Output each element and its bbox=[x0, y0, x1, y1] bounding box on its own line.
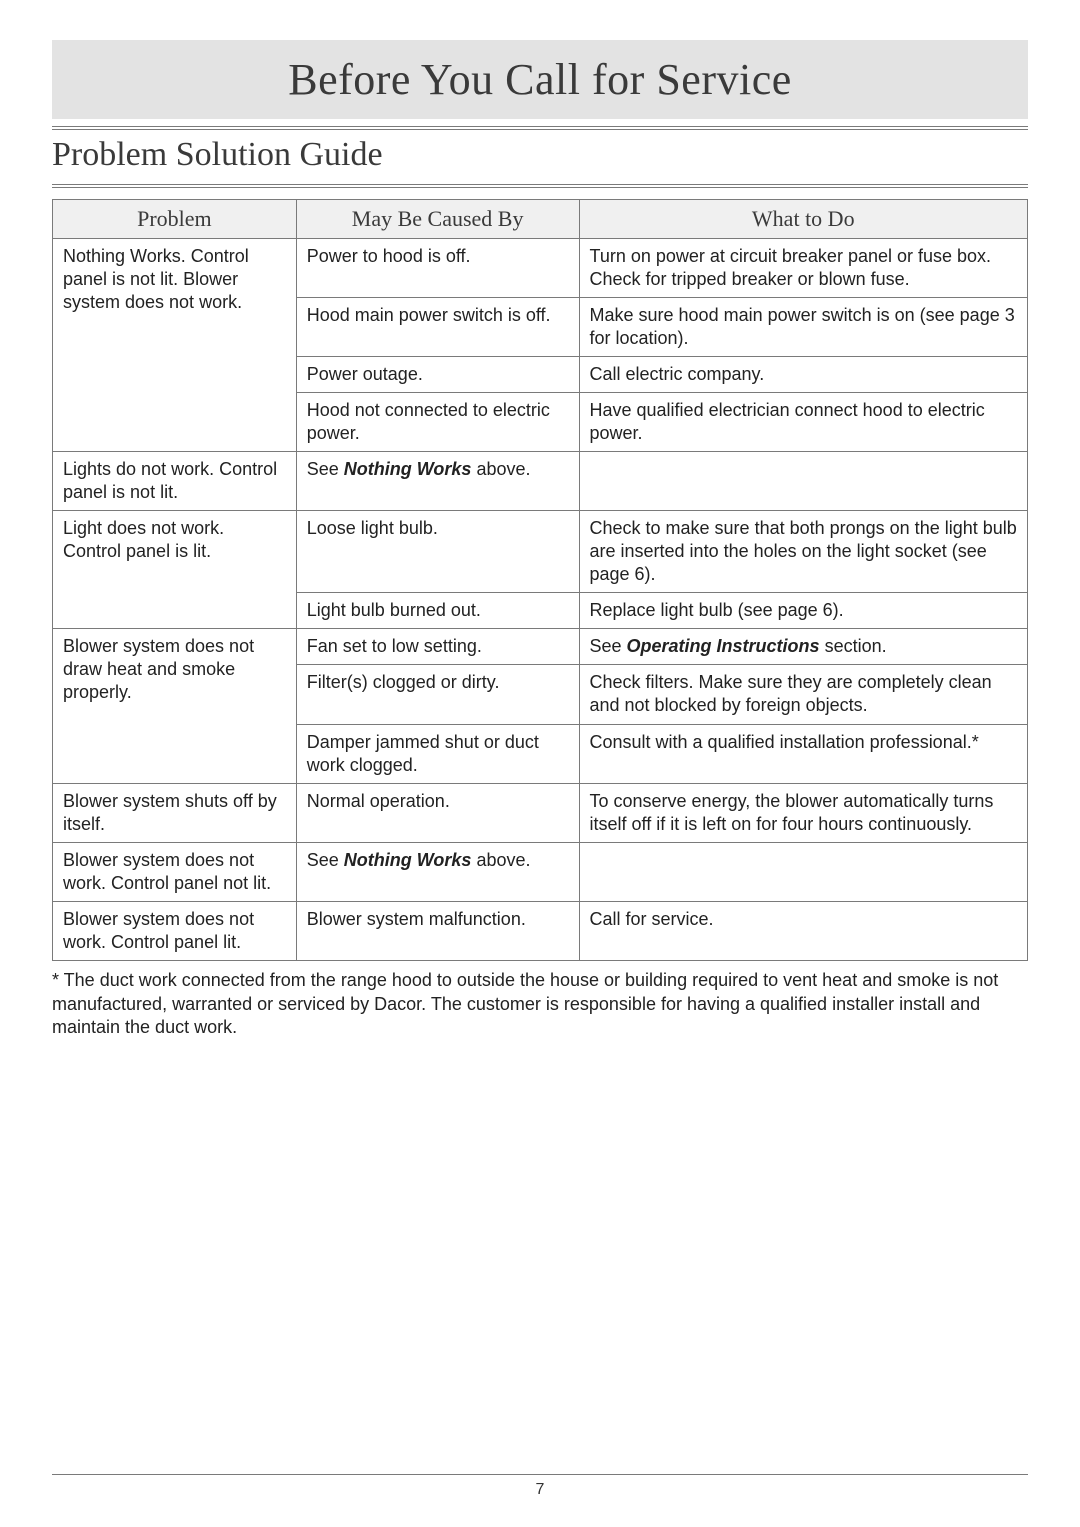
footnote: * The duct work connected from the range… bbox=[52, 969, 1028, 1040]
page-number: 7 bbox=[52, 1474, 1028, 1499]
cell-todo: Call for service. bbox=[579, 901, 1028, 960]
table-row: Light does not work. Control panel is li… bbox=[53, 511, 1028, 593]
cell-todo: See Operating Instructions section. bbox=[579, 629, 1028, 665]
title-bar: Before You Call for Service bbox=[52, 40, 1028, 119]
cell-cause: Power outage. bbox=[296, 357, 579, 393]
table-row: Nothing Works. Control panel is not lit.… bbox=[53, 239, 1028, 298]
cell-problem: Light does not work. Control panel is li… bbox=[53, 511, 297, 629]
cell-todo: Call electric company. bbox=[579, 357, 1028, 393]
page: Before You Call for Service Problem Solu… bbox=[0, 0, 1080, 1527]
cell-cause: Hood main power switch is off. bbox=[296, 298, 579, 357]
cell-todo: Consult with a qualified installation pr… bbox=[579, 724, 1028, 783]
table-row: Blower system does not work. Control pan… bbox=[53, 842, 1028, 901]
col-header-todo: What to Do bbox=[579, 200, 1028, 239]
cell-cause: Filter(s) clogged or dirty. bbox=[296, 665, 579, 724]
table-body: Nothing Works. Control panel is not lit.… bbox=[53, 239, 1028, 961]
cell-problem: Blower system does not work. Control pan… bbox=[53, 842, 297, 901]
cell-todo: Have qualified electrician connect hood … bbox=[579, 393, 1028, 452]
cell-cause: See Nothing Works above. bbox=[296, 452, 579, 511]
cell-problem: Lights do not work. Control panel is not… bbox=[53, 452, 297, 511]
cell-cause: Power to hood is off. bbox=[296, 239, 579, 298]
table-row: Blower system does not draw heat and smo… bbox=[53, 629, 1028, 665]
cell-cause: Damper jammed shut or duct work clogged. bbox=[296, 724, 579, 783]
section-subtitle: Problem Solution Guide bbox=[52, 134, 1028, 178]
table-row: Blower system does not work. Control pan… bbox=[53, 901, 1028, 960]
cell-cause: Fan set to low setting. bbox=[296, 629, 579, 665]
cell-todo: Make sure hood main power switch is on (… bbox=[579, 298, 1028, 357]
table-row: Lights do not work. Control panel is not… bbox=[53, 452, 1028, 511]
cell-cause: Light bulb burned out. bbox=[296, 593, 579, 629]
cell-cause: Hood not connected to electric power. bbox=[296, 393, 579, 452]
cell-problem: Nothing Works. Control panel is not lit.… bbox=[53, 239, 297, 452]
cell-cause: Loose light bulb. bbox=[296, 511, 579, 593]
cell-todo: Turn on power at circuit breaker panel o… bbox=[579, 239, 1028, 298]
cell-problem: Blower system does not work. Control pan… bbox=[53, 901, 297, 960]
cell-todo bbox=[579, 452, 1028, 511]
cell-cause: Blower system malfunction. bbox=[296, 901, 579, 960]
cell-cause: See Nothing Works above. bbox=[296, 842, 579, 901]
table-row: Blower system shuts off by itself.Normal… bbox=[53, 783, 1028, 842]
cell-todo: Check to make sure that both prongs on t… bbox=[579, 511, 1028, 593]
col-header-problem: Problem bbox=[53, 200, 297, 239]
problem-solution-table: Problem May Be Caused By What to Do Noth… bbox=[52, 199, 1028, 961]
subtitle-rule: Problem Solution Guide bbox=[52, 129, 1028, 185]
cell-problem: Blower system does not draw heat and smo… bbox=[53, 629, 297, 783]
cell-todo: Replace light bulb (see page 6). bbox=[579, 593, 1028, 629]
cell-todo: Check filters. Make sure they are comple… bbox=[579, 665, 1028, 724]
cell-todo: To conserve energy, the blower automatic… bbox=[579, 783, 1028, 842]
cell-problem: Blower system shuts off by itself. bbox=[53, 783, 297, 842]
page-title: Before You Call for Service bbox=[52, 54, 1028, 105]
col-header-cause: May Be Caused By bbox=[296, 200, 579, 239]
cell-cause: Normal operation. bbox=[296, 783, 579, 842]
table-header-row: Problem May Be Caused By What to Do bbox=[53, 200, 1028, 239]
cell-todo bbox=[579, 842, 1028, 901]
